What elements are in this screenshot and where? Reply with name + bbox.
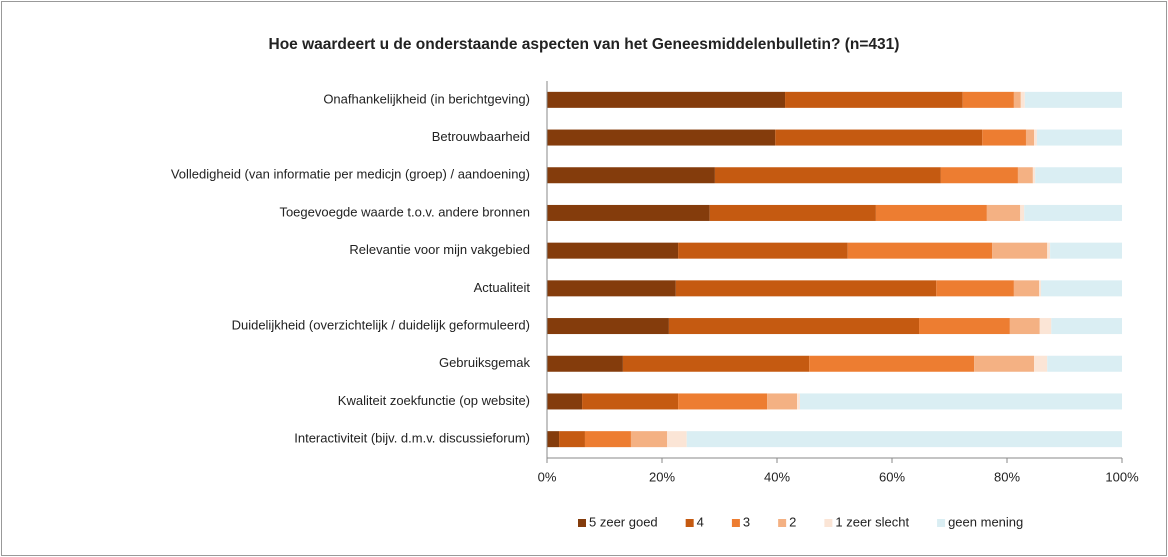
x-tick-label: 40% <box>764 469 790 484</box>
legend-label: 2 <box>789 514 796 529</box>
x-tick-label: 20% <box>649 469 675 484</box>
bar-segment <box>1047 242 1051 259</box>
y-tick-label: Volledigheid (van informatie per medicjn… <box>171 167 530 182</box>
bar-segment <box>1013 91 1021 108</box>
bar-segment <box>547 167 715 184</box>
bar-segment <box>675 280 937 297</box>
legend-label: 1 zeer slecht <box>835 514 909 529</box>
bar-segment <box>678 393 768 410</box>
bar-segment <box>686 431 1122 448</box>
bar-segment <box>1020 204 1025 221</box>
bar-segment <box>1032 167 1036 184</box>
bar-segment <box>678 242 848 259</box>
bar-segment <box>1040 280 1122 297</box>
bar-segment <box>630 431 668 448</box>
legend-swatch <box>685 519 694 527</box>
bar-segment <box>547 431 560 448</box>
bar-segment <box>1039 318 1052 335</box>
bar-segment <box>919 318 1010 335</box>
bar-segment <box>1051 318 1122 335</box>
bar-segment <box>547 129 776 146</box>
bar-segment <box>582 393 679 410</box>
y-tick-label: Kwaliteit zoekfunctie (op website) <box>338 393 530 408</box>
y-tick-label: Gebruiksgemak <box>439 355 531 370</box>
bar-segment <box>667 431 687 448</box>
legend-swatch <box>824 519 833 527</box>
bar-segment <box>547 242 679 259</box>
legend-swatch <box>778 519 787 527</box>
bar-segment <box>992 242 1048 259</box>
bar-segment <box>767 393 798 410</box>
bar-segment <box>982 129 1026 146</box>
bar-segment <box>1050 242 1122 259</box>
bar-segment <box>1036 129 1122 146</box>
bar-segment <box>847 242 993 259</box>
bar-segment <box>1025 129 1035 146</box>
chart-title: Hoe waardeert u de onderstaande aspecten… <box>269 36 900 53</box>
bar-segment <box>547 204 710 221</box>
legend-label: 5 zeer goed <box>589 514 658 529</box>
bar-segment <box>559 431 585 448</box>
bar-segment <box>1034 355 1048 372</box>
bar-segment <box>1035 167 1122 184</box>
x-tick-label: 80% <box>994 469 1020 484</box>
bar-segment <box>986 204 1021 221</box>
bar-segment <box>1039 280 1041 297</box>
bar-segment <box>1034 129 1037 146</box>
bar-segment <box>584 431 631 448</box>
y-tick-label: Toegevoegde waarde t.o.v. andere bronnen <box>279 204 530 219</box>
bar-segment <box>547 318 669 335</box>
bar-segment <box>875 204 987 221</box>
bar-segment <box>1024 204 1122 221</box>
bar-segment <box>1009 318 1040 335</box>
legend-swatch <box>731 519 740 527</box>
bar-segment <box>962 91 1014 108</box>
bar-segment <box>547 393 583 410</box>
legend-label: geen mening <box>948 514 1023 529</box>
x-tick-label: 100% <box>1105 469 1139 484</box>
bar-segment <box>809 355 975 372</box>
bar-segment <box>1020 91 1025 108</box>
bar-segment <box>709 204 876 221</box>
bar-segment <box>940 167 1018 184</box>
legend-swatch <box>578 519 586 527</box>
bar-segment <box>785 91 963 108</box>
legend-label: 3 <box>743 514 750 529</box>
y-tick-label: Duidelijkheid (overzichtelijk / duidelij… <box>232 317 530 332</box>
y-tick-label: Interactiviteit (bijv. d.m.v. discussief… <box>294 431 530 446</box>
legend-label: 4 <box>697 514 704 529</box>
legend-swatch <box>937 519 946 527</box>
bar-segment <box>936 280 1014 297</box>
bar-segment <box>974 355 1035 372</box>
y-tick-label: Onafhankelijkheid (in berichtgeving) <box>323 91 530 106</box>
bar-segment <box>547 280 676 297</box>
bar-segment <box>622 355 810 372</box>
y-tick-label: Betrouwbaarheid <box>432 129 530 144</box>
y-tick-label: Actualiteit <box>474 280 531 295</box>
x-tick-label: 60% <box>879 469 905 484</box>
bar-segment <box>1013 280 1040 297</box>
x-tick-label: 0% <box>538 469 557 484</box>
bar-segment <box>797 393 800 410</box>
bar-segment <box>1024 91 1122 108</box>
bar-segment <box>668 318 920 335</box>
bar-segment <box>714 167 941 184</box>
bar-segment <box>775 129 983 146</box>
bar-segment <box>1017 167 1033 184</box>
bar-segment <box>800 393 1122 410</box>
y-tick-label: Relevantie voor mijn vakgebied <box>349 242 530 257</box>
bar-segment <box>1047 355 1122 372</box>
bar-segment <box>547 91 786 108</box>
bar-segment <box>547 355 623 372</box>
